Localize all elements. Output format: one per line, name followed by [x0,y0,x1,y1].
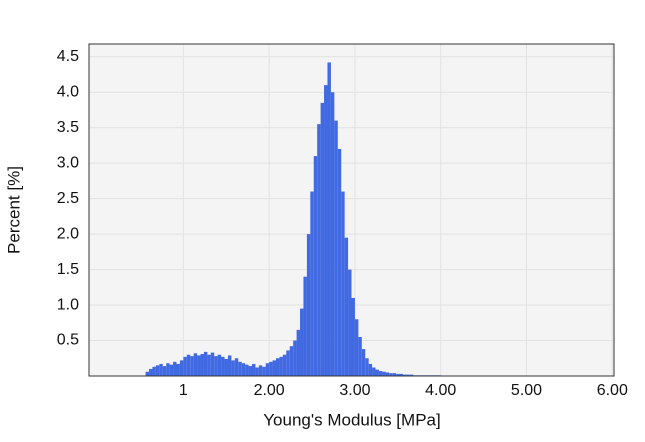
bar [265,363,270,376]
bar [152,366,156,376]
bar [368,363,373,376]
bar [317,124,321,377]
bar [276,358,280,376]
bar [176,363,180,376]
bar [300,308,304,376]
bar [402,374,407,376]
y-tick-label: 0.5 [57,332,79,349]
bar [358,336,362,376]
bar [251,363,256,376]
bar [348,269,352,376]
x-tick-label: 6.00 [597,382,628,399]
bar [324,85,328,377]
bar [286,350,290,376]
bar [173,361,177,376]
y-tick-label: 3.0 [57,154,79,171]
bar [399,373,403,376]
y-tick-label: 4.5 [57,48,79,65]
bar [258,365,263,376]
bar [197,355,201,376]
bar [231,360,235,376]
bar [406,374,410,376]
bar [279,356,283,376]
bar [293,340,297,376]
bar [320,102,325,376]
bar [385,372,390,376]
bar [296,329,301,376]
bar [227,355,232,376]
bar [372,367,376,376]
y-axis-title: Percent [%] [4,166,23,254]
bar [344,237,349,376]
bar [245,364,249,376]
y-tick-label: 3.5 [57,119,79,136]
bar [224,358,228,376]
bar [159,363,163,376]
bar [354,319,359,376]
bar [351,297,355,376]
bar [155,365,160,376]
bar [217,354,222,376]
x-tick-label: 3.00 [339,382,370,399]
bar [203,351,208,376]
bar [303,276,307,376]
bar [241,363,246,376]
bar [234,358,239,376]
bar [183,356,187,376]
bar [272,360,277,376]
bar [365,358,369,376]
bar [310,191,314,376]
x-tick-label: 5.00 [511,382,542,399]
bar [361,349,366,376]
bar [221,356,225,376]
bar [214,356,218,376]
bar [210,352,215,376]
bar [282,354,287,376]
x-tick-label: 4.00 [425,382,456,399]
bar [392,373,397,376]
bar [375,369,379,376]
bar [207,354,211,376]
bar [289,346,294,376]
bar [378,371,383,376]
bar [313,156,318,376]
bar [186,354,191,376]
bar [200,354,204,376]
bar [162,366,167,376]
bar [166,363,170,376]
bar [149,368,153,376]
bar [382,371,386,376]
y-tick-label: 4.0 [57,83,79,100]
bar [193,353,198,376]
bar [341,191,345,376]
plot-frame [88,43,615,377]
bar [327,62,331,376]
x-tick-label: 1 [179,382,188,399]
y-tick-label: 1.0 [57,296,79,313]
bar [306,234,311,376]
bar [334,120,338,376]
bar [179,360,184,376]
bar [262,366,266,376]
x-axis-title: Young's Modulus [MPa] [263,410,440,429]
bar [396,373,400,376]
bar [389,373,393,376]
bar [330,92,335,376]
bar [337,148,342,376]
y-tick-label: 1.5 [57,261,79,278]
y-tick-label: 2.0 [57,225,79,242]
bar [248,366,252,376]
bar [238,361,242,376]
bars [145,62,441,377]
bar [269,361,273,376]
bar [190,356,194,376]
bar [145,371,150,376]
bar [255,367,259,376]
x-tick-label: 2.00 [254,382,285,399]
y-tick-label: 2.5 [57,190,79,207]
bar [409,374,414,376]
bar [169,364,174,376]
